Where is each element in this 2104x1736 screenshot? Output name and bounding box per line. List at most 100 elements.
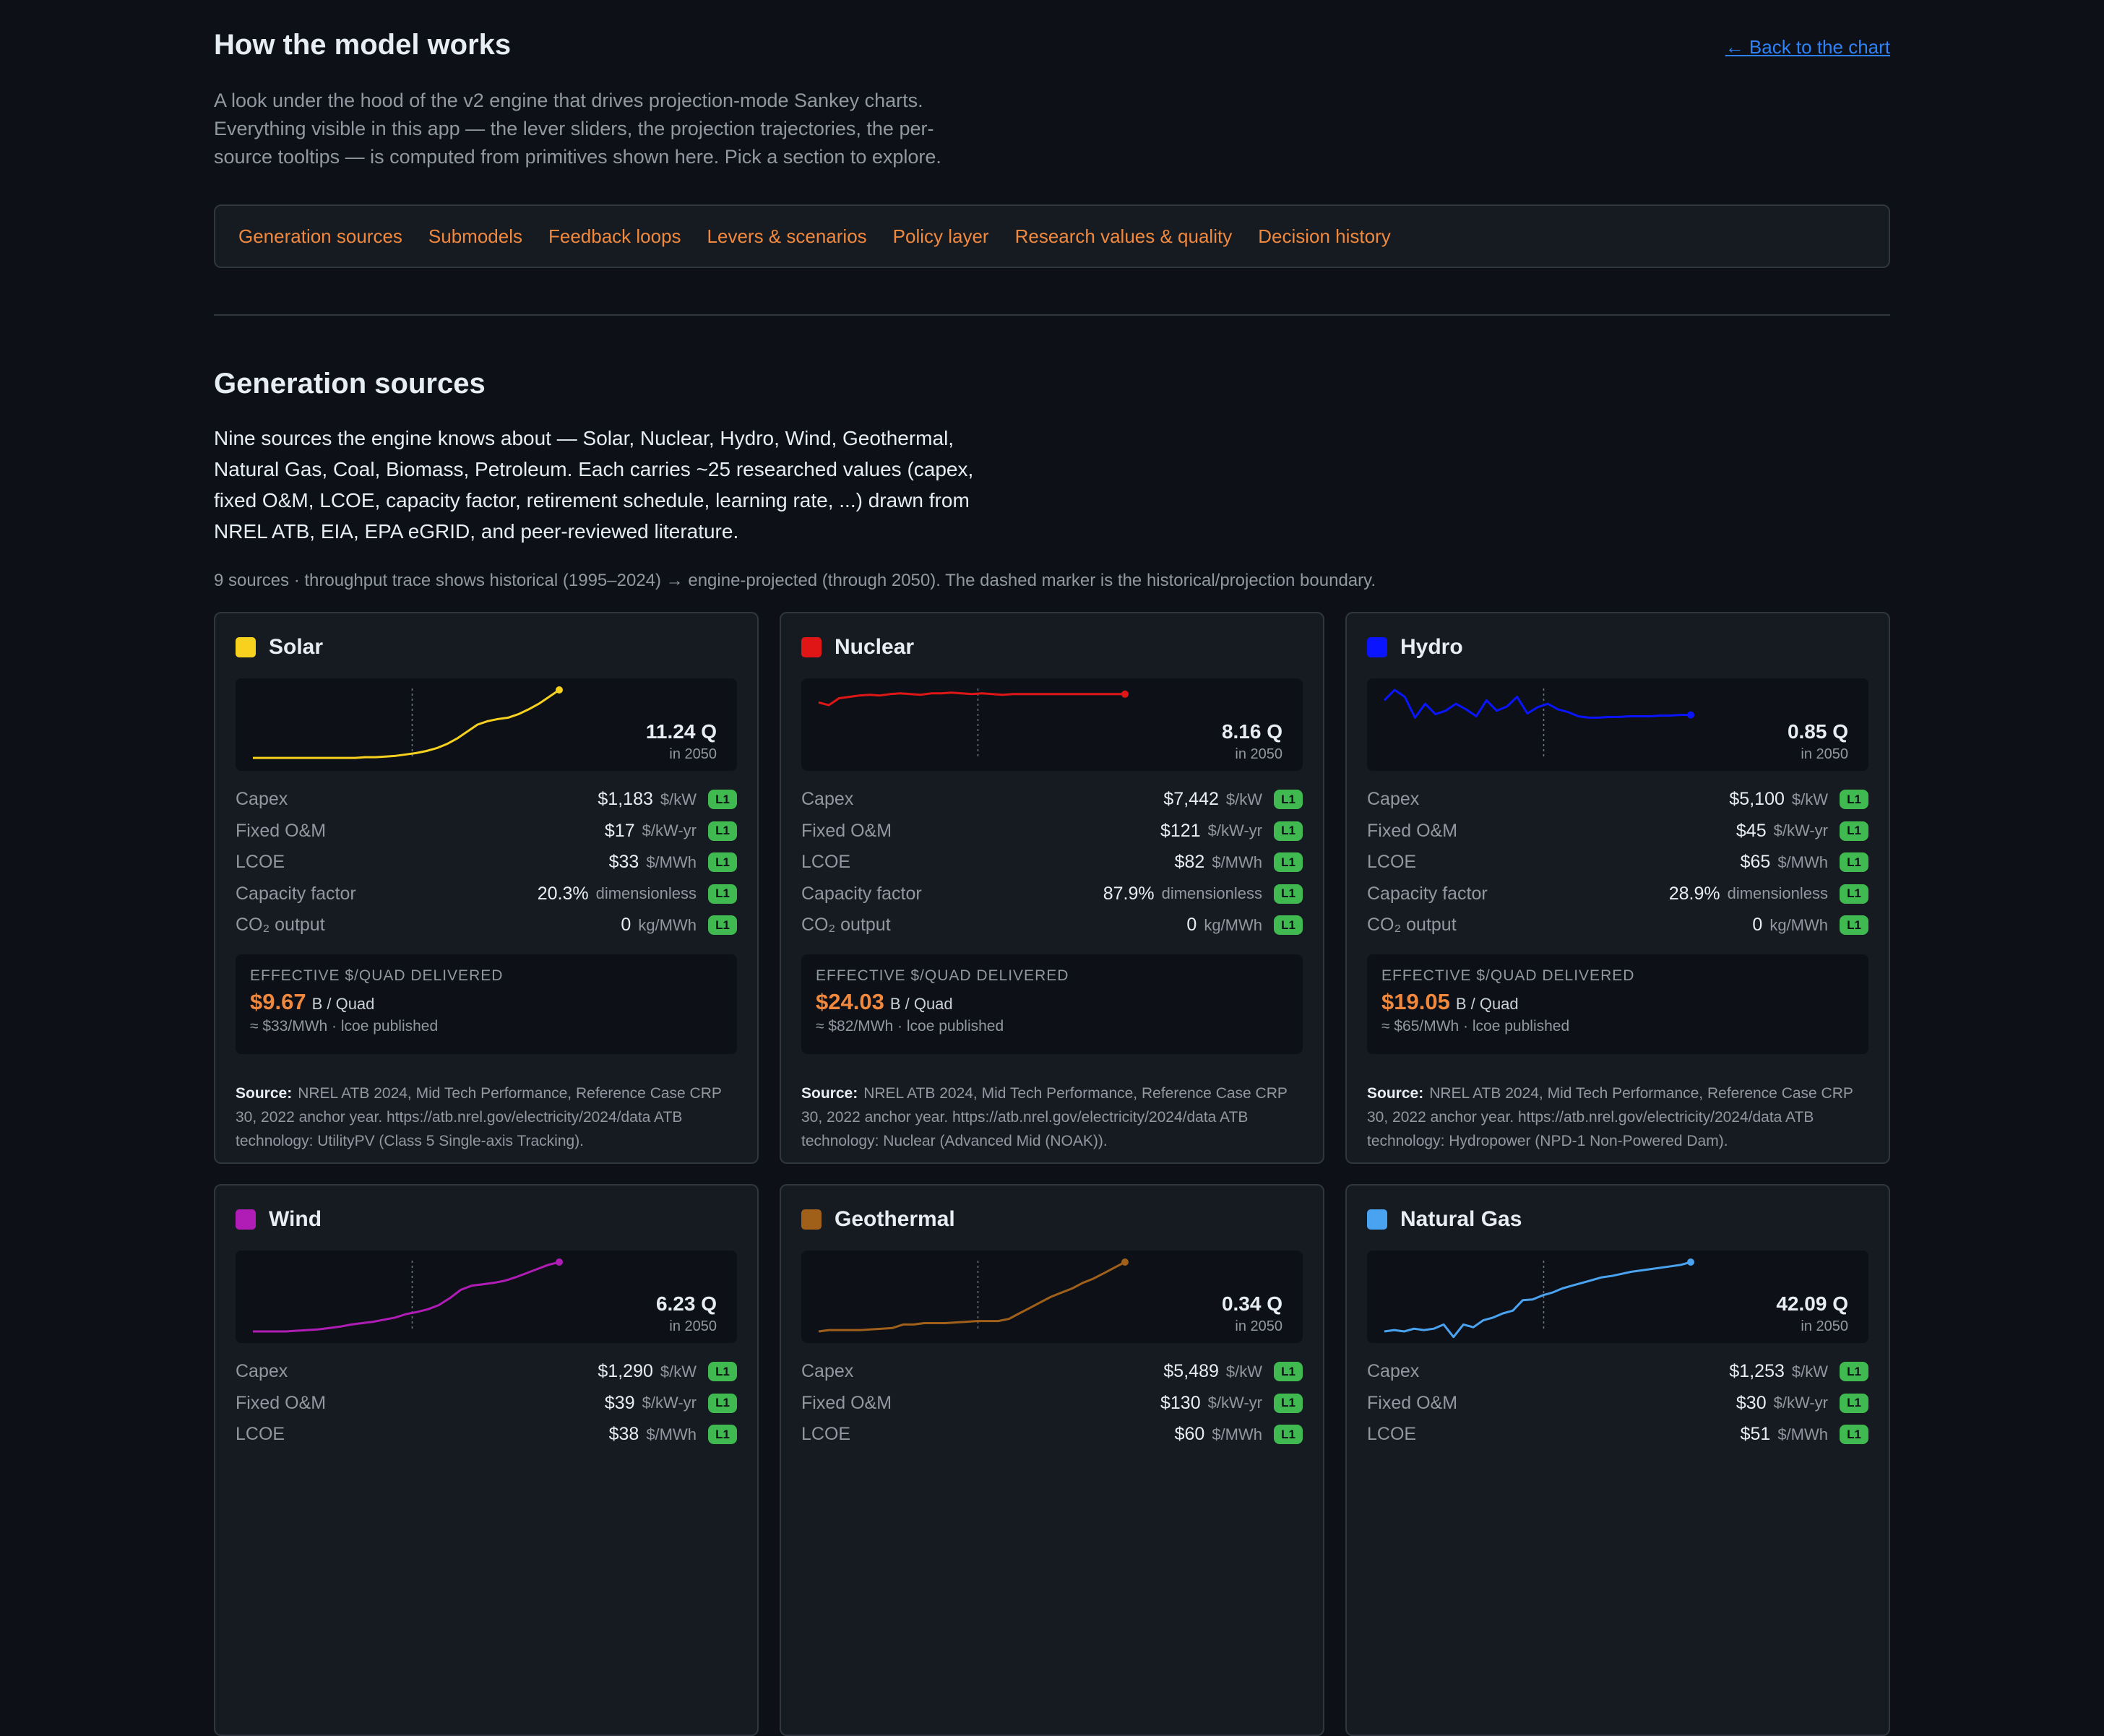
metric-value: $1,290 — [598, 1361, 653, 1382]
effective-cost-note: ≈ $82/MWh · lcoe published — [816, 1017, 1004, 1035]
metric-value: $1,253 — [1729, 1361, 1785, 1382]
trace-end-point — [556, 1258, 563, 1266]
page-title: How the model works — [214, 29, 512, 61]
effective-cost-value: $9.67 — [250, 988, 306, 1014]
quality-badge: L1 — [1274, 790, 1303, 810]
quality-badge: L1 — [1274, 884, 1303, 904]
metric-row-fixed-om: Fixed O&M $17 $/kW-yr L1 — [236, 816, 737, 847]
metric-row-capacity-factor: Capacity factor 20.3% dimensionless L1 — [236, 878, 737, 910]
source-color-swatch — [801, 1209, 822, 1230]
quality-badge: L1 — [1840, 1393, 1868, 1413]
metric-row-lcoe: LCOE $38 $/MWh L1 — [236, 1419, 737, 1451]
trace-svg — [253, 1258, 563, 1333]
effective-cost-label: EFFECTIVE $/QUAD DELIVERED — [816, 967, 1069, 984]
page: How the model works ← Back to the chart … — [214, 0, 1890, 1736]
source-color-swatch — [236, 1209, 256, 1230]
metric-row-co2: CO₂ output 0 kg/MWh L1 — [1367, 910, 1868, 941]
metric-value: $17 — [604, 820, 635, 841]
value-2050: 0.85 Q — [1787, 720, 1848, 743]
nav-levers-scenarios[interactable]: Levers & scenarios — [707, 225, 867, 247]
effective-cost-value: $19.05 — [1381, 988, 1450, 1014]
source-color-swatch — [236, 637, 256, 657]
value-year: in 2050 — [1801, 746, 1848, 762]
source-name: Wind — [269, 1207, 322, 1231]
card-header: Natural Gas — [1367, 1186, 1868, 1251]
metric-unit: $/MWh — [1212, 852, 1262, 871]
nav-policy-layer[interactable]: Policy layer — [892, 225, 989, 247]
metric-row-co2: CO₂ output 0 kg/MWh L1 — [801, 910, 1303, 941]
quality-badge: L1 — [708, 1362, 737, 1382]
metric-row-fixed-om: Fixed O&M $39 $/kW-yr L1 — [236, 1388, 737, 1420]
source-citation: Source: NREL ATB 2024, Mid Tech Performan… — [1367, 1081, 1868, 1153]
source-label: Source: — [1367, 1084, 1424, 1102]
metric-unit: $/MWh — [1777, 852, 1828, 871]
metric-unit: $/MWh — [1777, 1425, 1828, 1443]
value-year: in 2050 — [1235, 746, 1282, 762]
trace-line — [818, 1261, 1126, 1333]
metric-row-capex: Capex $5,489 $/kW L1 — [801, 1356, 1303, 1388]
metric-value: $7,442 — [1163, 789, 1219, 810]
intro-text: A look under the hood of the v2 engine t… — [214, 90, 941, 168]
nav-generation-sources[interactable]: Generation sources — [238, 225, 402, 247]
metric-label: CO₂ output — [801, 915, 891, 936]
metric-label: LCOE — [801, 1424, 851, 1445]
metric-label: LCOE — [801, 852, 851, 873]
effective-cost-unit: B / Quad — [889, 994, 953, 1013]
quality-badge: L1 — [1840, 852, 1868, 873]
metric-label: Capex — [801, 1361, 854, 1382]
metric-row-capex: Capex $1,290 $/kW L1 — [236, 1356, 737, 1388]
back-to-chart-link[interactable]: ← Back to the chart — [1725, 36, 1890, 58]
metric-row-lcoe: LCOE $33 $/MWh L1 — [236, 847, 737, 878]
metric-value: $121 — [1160, 820, 1201, 841]
metric-label: CO₂ output — [1367, 915, 1457, 936]
nav-feedback-loops[interactable]: Feedback loops — [548, 225, 681, 247]
quality-badge: L1 — [708, 1393, 737, 1413]
throughput-trace: 0.85 Q in 2050 — [1367, 678, 1868, 771]
nav-decision-history[interactable]: Decision history — [1258, 225, 1391, 247]
metric-value: $1,183 — [598, 789, 653, 810]
metric-unit: dimensionless — [1727, 884, 1828, 903]
source-card-natural-gas: Natural Gas 42.09 Q in 2050 Capex $1,253 $/kW… — [1345, 1184, 1890, 1736]
quality-badge: L1 — [708, 884, 737, 904]
value-2050: 0.34 Q — [1221, 1292, 1282, 1315]
value-2050: 8.16 Q — [1221, 720, 1282, 743]
quality-badge: L1 — [1840, 1425, 1868, 1445]
value-year: in 2050 — [669, 1318, 717, 1334]
metric-unit: $/MWh — [646, 852, 697, 871]
quality-badge: L1 — [708, 852, 737, 873]
trace-end-point — [1121, 690, 1129, 698]
trace-svg — [818, 688, 1129, 759]
metric-row-capacity-factor: Capacity factor 87.9% dimensionless L1 — [801, 878, 1303, 910]
metric-value: $45 — [1736, 820, 1767, 841]
section-divider — [214, 314, 1890, 316]
throughput-trace: 0.34 Q in 2050 — [801, 1251, 1303, 1343]
metric-label: Fixed O&M — [801, 1392, 892, 1413]
quality-badge: L1 — [1274, 1393, 1303, 1413]
metric-label: Fixed O&M — [1367, 820, 1458, 841]
metric-row-lcoe: LCOE $65 $/MWh L1 — [1367, 847, 1868, 878]
metric-label: CO₂ output — [236, 915, 325, 936]
metric-unit: $/kW — [1225, 1362, 1262, 1381]
source-name: Solar — [269, 635, 324, 659]
page-header: How the model works ← Back to the chart … — [214, 0, 1890, 171]
metric-row-lcoe: LCOE $51 $/MWh L1 — [1367, 1419, 1868, 1451]
metric-row-lcoe: LCOE $60 $/MWh L1 — [801, 1419, 1303, 1451]
nav-submodels[interactable]: Submodels — [428, 225, 522, 247]
quality-badge: L1 — [1840, 790, 1868, 810]
card-header: Solar — [236, 613, 737, 678]
metric-unit: $/kW-yr — [1207, 1394, 1262, 1412]
metric-label: Capex — [236, 789, 288, 810]
quality-badge: L1 — [708, 1425, 737, 1445]
nav-research-values[interactable]: Research values & quality — [1014, 225, 1233, 247]
metric-row-capex: Capex $5,100 $/kW L1 — [1367, 784, 1868, 816]
source-label: Source: — [236, 1084, 293, 1102]
effective-cost-line: $19.05 B / Quad — [1381, 989, 1854, 1015]
metric-unit: kg/MWh — [1769, 915, 1828, 934]
metric-value: $38 — [608, 1424, 639, 1445]
metric-row-co2: CO₂ output 0 kg/MWh L1 — [236, 910, 737, 941]
metric-value: $33 — [608, 852, 639, 873]
metric-label: LCOE — [1367, 1424, 1417, 1445]
metric-value: $60 — [1174, 1424, 1205, 1445]
effective-cost-line: $24.03 B / Quad — [816, 989, 1288, 1015]
